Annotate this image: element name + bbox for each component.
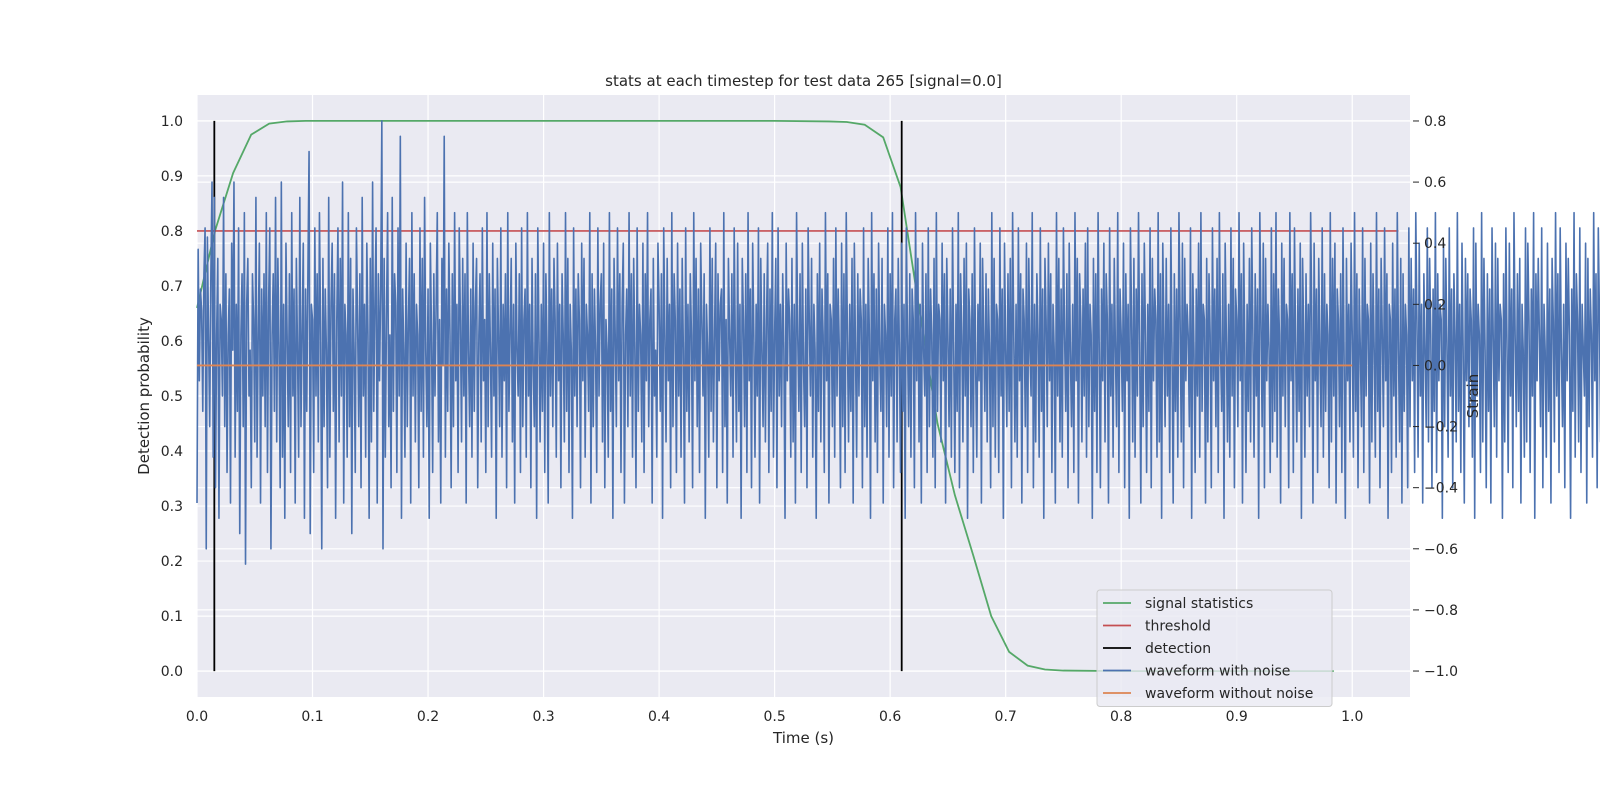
x-tick-label: 0.6 [879,709,901,725]
x-tick-label: 1.0 [1341,709,1363,725]
legend-label: detection [1145,641,1211,657]
y2-axis-label: Strain [1464,374,1482,418]
x-tick-label: 0.1 [301,709,323,725]
y2-tick-label: 0.8 [1424,114,1446,130]
x-axis-label: Time (s) [772,729,834,747]
x-tick-label: 0.0 [186,709,208,725]
y2-tick-label: −0.4 [1424,481,1458,497]
x-tick-label: 0.5 [763,709,785,725]
legend: signal statistics threshold detection wavef… [1096,589,1333,707]
y-tick-label: 0.1 [161,609,183,625]
x-tick-label: 0.2 [417,709,439,725]
legend-box [1096,589,1333,707]
y2-tick-label: 0.6 [1424,175,1446,191]
waveform-with-noise-line [196,120,1600,565]
y-tick-label: 0.4 [161,444,183,460]
y-axis-label: Detection probability [135,317,153,475]
y2-tick-label: −1.0 [1424,664,1458,680]
chart-title: stats at each timestep for test data 265… [605,72,1002,90]
y-tick-label: 0.9 [161,169,183,185]
y-tick-label: 0.8 [161,224,183,240]
x-axis-ticks: 0.0 0.1 0.2 0.3 0.4 0.5 0.6 0.7 0.8 0.9 1.0 [186,709,1364,725]
legend-items: signal statistics threshold detection wavef… [1103,596,1313,702]
y2-tick-label: 0.4 [1424,236,1446,252]
legend-label: signal statistics [1145,596,1253,612]
y-tick-label: 0.0 [161,664,183,680]
x-tick-label: 0.9 [1226,709,1248,725]
y-tick-label: 1.0 [161,114,183,130]
legend-label: threshold [1145,619,1211,635]
y-tick-label: 0.2 [161,554,183,570]
x-tick-label: 0.8 [1110,709,1132,725]
y2-tick-label: −0.6 [1424,542,1458,558]
y2-tick-label: −0.2 [1424,420,1458,436]
x-tick-label: 0.7 [995,709,1017,725]
x-tick-label: 0.4 [648,709,670,725]
y-tick-label: 0.6 [161,334,183,350]
x-tick-label: 0.3 [532,709,554,725]
y2-tick-label: 0.0 [1424,358,1446,374]
y2-tick-label: −0.8 [1424,603,1458,619]
y-tick-label: 0.5 [161,389,183,405]
legend-label: waveform without noise [1145,686,1313,702]
legend-label: waveform with noise [1145,664,1290,680]
y-tick-label: 0.7 [161,279,183,295]
y2-tick-label: 0.2 [1424,297,1446,313]
right-axis-ticks: −1.0 −0.8 −0.6 −0.4 −0.2 0.0 0.2 0.4 0.6 0.8 [1413,114,1458,680]
y-tick-label: 0.3 [161,499,183,515]
series-layer [196,119,1600,673]
left-axis-ticks: 0.0 0.1 0.2 0.3 0.4 0.5 0.6 0.7 0.8 0.9 1.0 [161,114,183,680]
signal-statistics-line [196,119,1334,673]
